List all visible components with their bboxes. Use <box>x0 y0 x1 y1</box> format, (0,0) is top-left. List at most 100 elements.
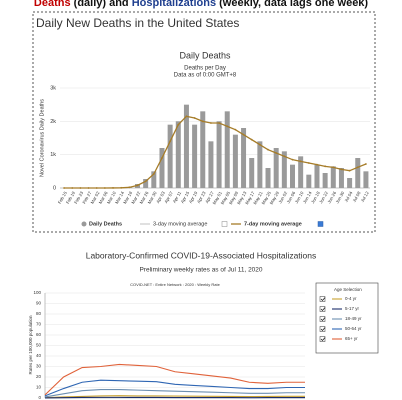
line-point <box>307 162 310 164</box>
legend-label[interactable]: Daily Deaths <box>89 221 122 227</box>
series-line <box>44 379 305 397</box>
x-tick-label: May 05 <box>220 190 232 205</box>
bar <box>298 156 304 188</box>
series-line <box>44 396 305 399</box>
line-point <box>144 180 147 183</box>
legend-title: Age Selection <box>334 287 362 292</box>
heading-part: Deaths <box>34 0 71 9</box>
line-point <box>177 123 180 126</box>
bar <box>249 158 255 188</box>
legend-label[interactable]: 3-day moving average <box>153 221 207 227</box>
legend-label[interactable]: 18-49 yr <box>345 316 362 321</box>
line-point <box>340 168 343 171</box>
line-point <box>63 187 65 189</box>
x-tick-label: Apr 23 <box>196 190 207 204</box>
x-tick-label: Mar 18 <box>122 190 133 205</box>
line-point <box>258 143 261 146</box>
y-tick-label: 1k <box>50 152 56 158</box>
y-tick-label: 90 <box>36 301 42 306</box>
x-tick-label: Apr 19 <box>188 190 199 204</box>
legend-label[interactable]: 7-day moving average <box>244 221 302 227</box>
y-tick-label: 10 <box>36 385 42 390</box>
chart-note: Data as of 0:00 GMT+8 <box>174 73 237 79</box>
x-tick-label: Mar 30 <box>147 190 158 205</box>
bar <box>306 174 312 188</box>
y-axis-label: Rates per 100,000 population <box>28 315 33 375</box>
line-point <box>87 187 90 189</box>
x-tick-label: Jun 06 <box>286 190 297 204</box>
line-point <box>136 184 139 187</box>
legend-label[interactable]: 65+ yr <box>345 336 358 341</box>
series-line <box>44 395 305 399</box>
line-point <box>161 157 163 159</box>
y-tick-label: 2k <box>50 119 56 125</box>
bar <box>151 171 157 188</box>
x-tick-label: Apr 03 <box>155 190 166 204</box>
bar <box>208 141 214 188</box>
bar <box>175 121 181 188</box>
bar <box>257 141 263 188</box>
legend-label[interactable]: 50-64 yr <box>345 326 362 331</box>
line-point <box>169 140 172 143</box>
x-tick-label: May 09 <box>228 190 240 205</box>
series-line <box>44 363 305 396</box>
y-tick-label: 20 <box>36 374 42 379</box>
x-tick-label: Mar 02 <box>90 190 101 205</box>
x-tick-label: May 17 <box>244 190 256 205</box>
x-tick-label: Apr 11 <box>172 190 183 204</box>
line-point <box>152 173 155 175</box>
x-tick-label: Jul 04 <box>343 190 353 203</box>
panel-title: Daily New Deaths in the United States <box>36 16 239 30</box>
line-point <box>283 155 286 158</box>
x-tick-label: Mar 26 <box>138 190 149 205</box>
x-tick-label: Apr 27 <box>204 190 215 204</box>
line-point <box>112 187 114 189</box>
legend-checkbox[interactable] <box>317 221 324 227</box>
legend-checkbox[interactable] <box>319 296 326 302</box>
line-point <box>299 160 302 163</box>
x-tick-label: Mar 22 <box>130 190 141 205</box>
chart-subtitle: Deaths per Day <box>184 66 226 72</box>
legend-label[interactable]: 0-4 yr <box>345 296 357 301</box>
y-axis-label: Novel Coronavirus Daily Deaths <box>39 99 45 177</box>
x-tick-label: Feb 15 <box>57 190 68 205</box>
legend-check <box>320 297 326 302</box>
legend-check <box>320 307 326 312</box>
series-line <box>44 389 305 398</box>
bar <box>330 166 336 188</box>
bar <box>200 111 206 188</box>
line-point <box>95 187 98 189</box>
y-tick-label: 50 <box>36 343 42 348</box>
line-point <box>226 125 229 128</box>
line-point <box>128 186 131 189</box>
line-point <box>71 187 74 189</box>
y-tick-label: 80 <box>36 311 42 316</box>
legend-checkbox[interactable] <box>221 221 228 227</box>
line-point <box>332 166 335 169</box>
y-tick-label: 70 <box>36 322 42 327</box>
line-point <box>365 163 367 165</box>
line-point <box>218 122 220 124</box>
legend-box <box>315 282 379 354</box>
line-point <box>356 166 359 169</box>
legend-checkbox[interactable] <box>319 316 326 322</box>
line-point <box>103 187 106 189</box>
line-point <box>234 128 237 131</box>
line-point <box>250 138 253 141</box>
legend-checkbox[interactable] <box>319 336 326 342</box>
legend-checkbox[interactable] <box>319 306 326 312</box>
legend-checkbox[interactable] <box>319 326 326 332</box>
chart-title: Laboratory-Confirmed COVID-19-Associated… <box>86 250 317 260</box>
bar <box>265 168 271 188</box>
moving-average-line <box>64 115 367 189</box>
x-tick-label: Jun 30 <box>335 190 346 204</box>
line-point <box>316 163 318 166</box>
bar <box>183 104 189 188</box>
x-tick-label: Jun 10 <box>294 190 305 204</box>
line-point <box>291 158 294 161</box>
legend-label[interactable]: 5-17 yr <box>345 306 360 311</box>
bar <box>224 111 230 188</box>
y-tick-label: 0 <box>53 185 56 191</box>
x-tick-label: Jun 22 <box>318 190 329 204</box>
